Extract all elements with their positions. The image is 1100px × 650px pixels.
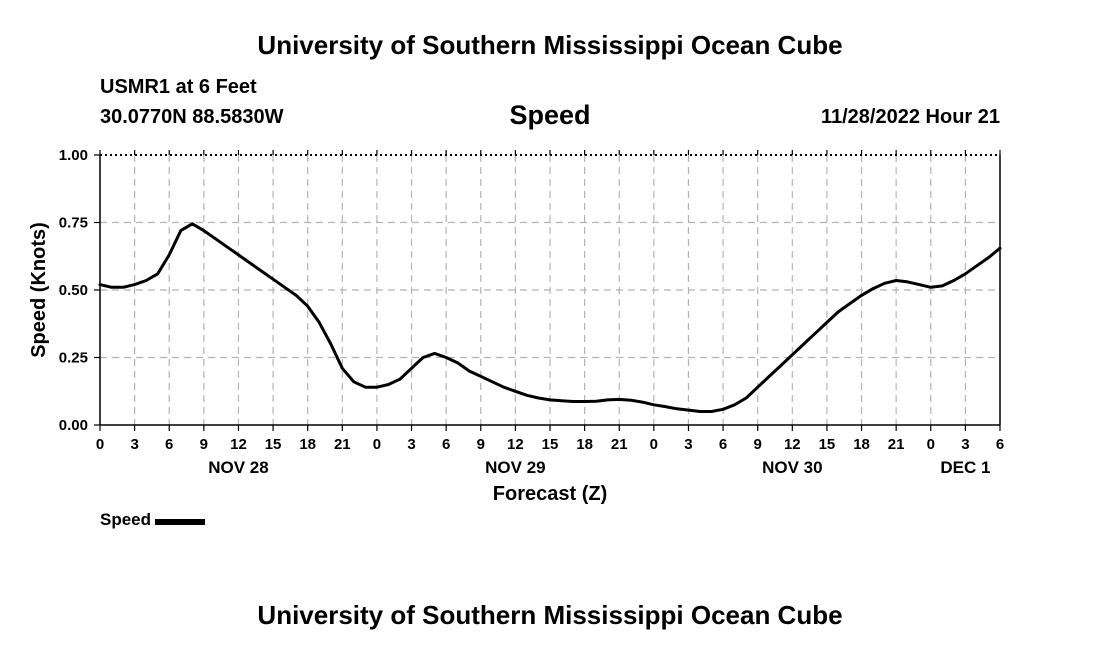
- y-tick-label: 0.00: [59, 417, 88, 434]
- day-label: NOV 28: [208, 458, 268, 477]
- x-tick-label: 12: [230, 436, 247, 453]
- y-tick-label: 0.25: [59, 350, 88, 367]
- chart-title: Speed: [509, 100, 591, 130]
- legend-swatch-speed: [155, 518, 206, 525]
- x-tick-label: 21: [888, 436, 905, 453]
- x-tick-label: 3: [130, 436, 138, 453]
- x-tick-label: 0: [373, 436, 381, 453]
- y-tick-label: 1.00: [59, 147, 88, 164]
- forecast-timestamp: 11/28/2022 Hour 21: [820, 106, 1000, 128]
- x-tick-label: 18: [299, 436, 316, 453]
- chart-grid: [100, 155, 1000, 425]
- x-tick-label: 9: [754, 436, 762, 453]
- day-label: NOV 30: [762, 458, 822, 477]
- x-tick-label: 15: [265, 436, 282, 453]
- y-tick-label: 0.75: [59, 215, 88, 232]
- x-tick-label: 21: [611, 436, 628, 453]
- series-line-speed: [98, 222, 1002, 413]
- day-label: NOV 29: [485, 458, 545, 477]
- station-label: USMR1 at 6 Feet: [100, 76, 257, 98]
- x-tick-label: 3: [684, 436, 692, 453]
- chart-series: [98, 222, 1002, 413]
- coordinates-label: 30.0770N 88.5830W: [100, 106, 284, 128]
- x-tick-label: 21: [334, 436, 351, 453]
- y-tick-label: 0.50: [59, 282, 88, 299]
- x-tick-label: 9: [477, 436, 485, 453]
- x-tick-label: 0: [96, 436, 104, 453]
- x-tick-label: 6: [719, 436, 727, 453]
- x-tick-label: 3: [407, 436, 415, 453]
- legend-label-speed: Speed: [100, 510, 152, 529]
- x-tick-label: 15: [819, 436, 836, 453]
- x-tick-label: 15: [542, 436, 559, 453]
- x-tick-label: 12: [507, 436, 524, 453]
- x-tick-label: 0: [650, 436, 658, 453]
- x-tick-label: 6: [165, 436, 173, 453]
- page-title: University of Southern Mississippi Ocean…: [257, 30, 843, 60]
- chart-axes: [94, 150, 1001, 431]
- chart-labels: 0 3 6 9 12 15 18 21 0 3 6 9 12 15 18 21 0 3 6 9 12 15 18 21 0 3 6 0…: [28, 147, 1004, 505]
- x-tick-label: 18: [576, 436, 593, 453]
- x-axis-title: Forecast (Z): [493, 483, 607, 505]
- x-tick-label: 12: [784, 436, 801, 453]
- x-tick-label: 0: [927, 436, 935, 453]
- x-tick-label: 6: [996, 436, 1004, 453]
- chart-legend: Speed: [100, 509, 206, 531]
- x-tick-label: 3: [961, 436, 969, 453]
- y-axis-title: Speed (Knots): [28, 222, 50, 358]
- x-tick-label: 9: [200, 436, 208, 453]
- x-tick-label: 18: [853, 436, 870, 453]
- day-label: DEC 1: [940, 458, 990, 477]
- x-tick-label: 6: [442, 436, 450, 453]
- footer-title: University of Southern Mississippi Ocean…: [257, 600, 843, 630]
